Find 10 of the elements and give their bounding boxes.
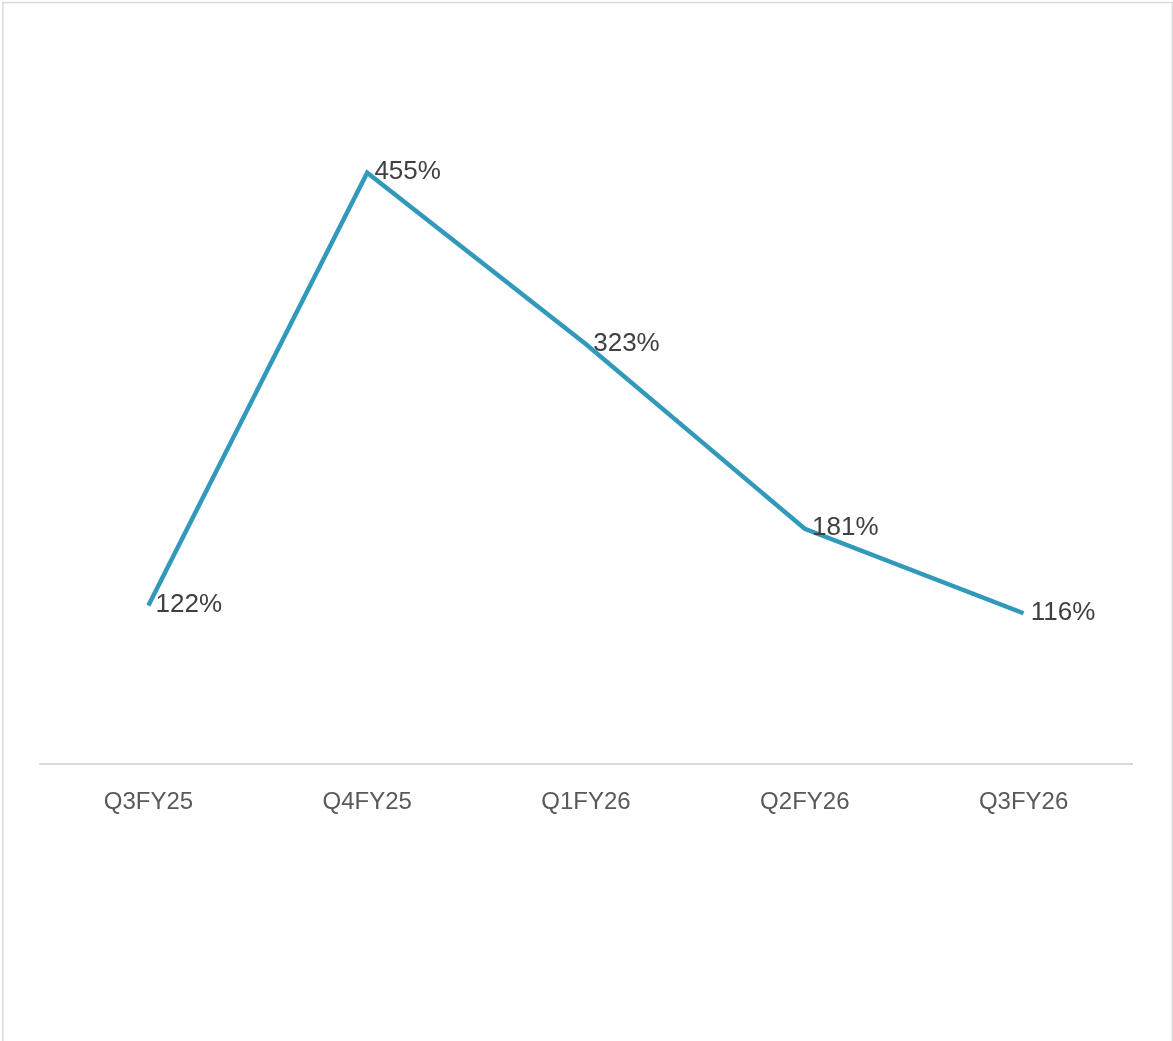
x-tick-label: Q2FY26 [760,787,850,814]
x-tick-label: Q4FY25 [322,787,412,814]
x-tick-label: Q3FY25 [103,787,194,814]
x-tick-label: Q3FY26 [978,787,1069,814]
data-label: 323% [586,326,660,357]
data-label: 116% [1023,595,1096,626]
data-label: 122% [148,587,223,618]
data-label: 181% [804,511,879,542]
data-label: 455% [367,155,441,186]
x-tick-label: Q1FY26 [541,787,631,814]
